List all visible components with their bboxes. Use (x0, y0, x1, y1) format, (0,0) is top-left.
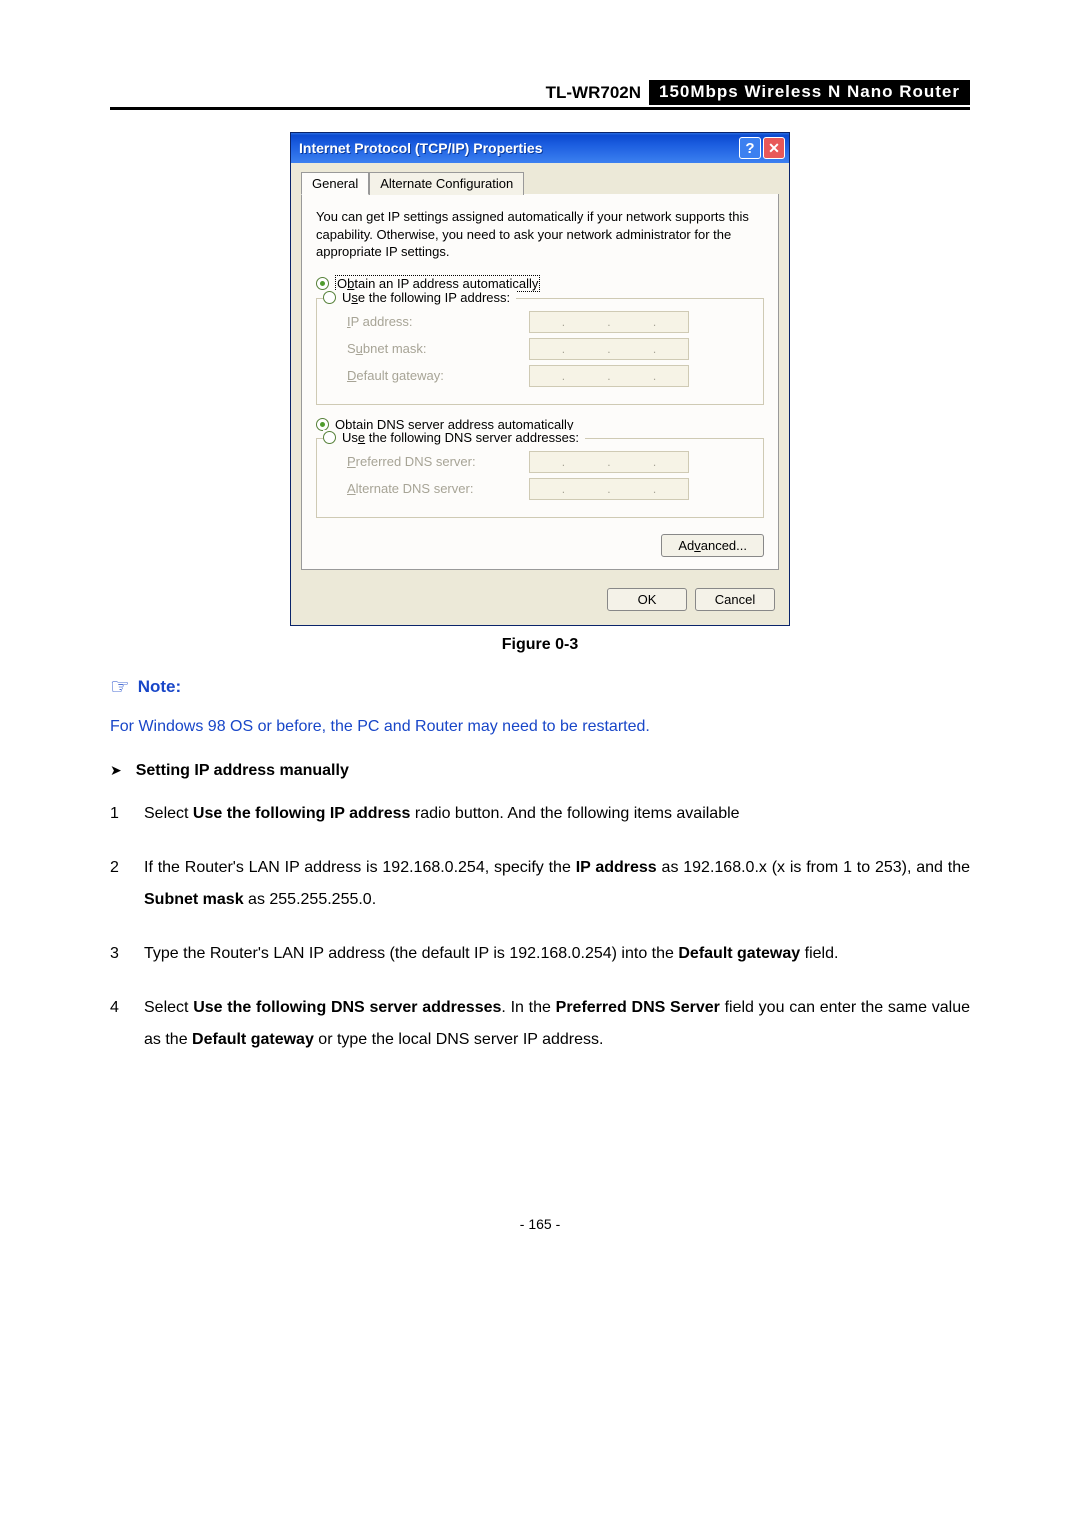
radio-use-following-ip-label: Use the following IP address: (342, 290, 510, 305)
note-label: Note: (138, 677, 181, 697)
input-ip-address[interactable]: ... (529, 311, 689, 333)
arrow-right-icon: ➤ (110, 762, 122, 779)
dialog-description: You can get IP settings assigned automat… (316, 208, 764, 261)
instruction-list: Select Use the following IP address radi… (110, 798, 970, 1056)
tab-content: You can get IP settings assigned automat… (301, 194, 779, 570)
radio-use-following-dns-label: Use the following DNS server addresses: (342, 430, 579, 445)
radio-obtain-ip-auto[interactable] (316, 277, 329, 290)
label-preferred-dns: Preferred DNS server: (329, 454, 529, 469)
tab-alternate[interactable]: Alternate Configuration (369, 172, 524, 195)
list-item: Select Use the following DNS server addr… (110, 992, 970, 1056)
document-header: TL-WR702N 150Mbps Wireless N Nano Router (110, 80, 970, 110)
input-subnet-mask[interactable]: ... (529, 338, 689, 360)
label-subnet-mask: Subnet mask: (329, 341, 529, 356)
cancel-button[interactable]: Cancel (695, 588, 775, 611)
note-heading: ☞ Note: (110, 674, 970, 700)
input-preferred-dns[interactable]: ... (529, 451, 689, 473)
input-default-gateway[interactable]: ... (529, 365, 689, 387)
ip-manual-group: Use the following IP address: IP address… (316, 298, 764, 405)
page-number: - 165 - (110, 1216, 970, 1232)
tab-general[interactable]: General (301, 172, 369, 195)
help-icon[interactable]: ? (739, 137, 761, 159)
header-description: 150Mbps Wireless N Nano Router (649, 80, 970, 105)
dns-manual-group: Use the following DNS server addresses: … (316, 438, 764, 518)
tab-strip: General Alternate Configuration (291, 163, 789, 194)
label-default-gateway: Default gateway: (329, 368, 529, 383)
ok-button[interactable]: OK (607, 588, 687, 611)
dialog-title: Internet Protocol (TCP/IP) Properties (299, 140, 737, 156)
dialog-titlebar[interactable]: Internet Protocol (TCP/IP) Properties ? … (291, 133, 789, 163)
radio-use-following-ip[interactable] (323, 291, 336, 304)
advanced-button[interactable]: Advanced... (661, 534, 764, 557)
subheading-row: ➤ Setting IP address manually (110, 762, 970, 780)
subheading-text: Setting IP address manually (136, 762, 349, 780)
pointing-hand-icon: ☞ (110, 674, 130, 700)
list-item: If the Router's LAN IP address is 192.16… (110, 852, 970, 916)
radio-use-following-dns[interactable] (323, 431, 336, 444)
note-text: For Windows 98 OS or before, the PC and … (110, 718, 970, 736)
header-model: TL-WR702N (546, 83, 649, 103)
list-item: Select Use the following IP address radi… (110, 798, 970, 830)
tcpip-properties-dialog: Internet Protocol (TCP/IP) Properties ? … (290, 132, 790, 626)
close-icon[interactable]: ✕ (763, 137, 785, 159)
label-ip-address: IP address: (329, 314, 529, 329)
list-item: Type the Router's LAN IP address (the de… (110, 938, 970, 970)
figure-caption: Figure 0-3 (110, 636, 970, 654)
label-alternate-dns: Alternate DNS server: (329, 481, 529, 496)
input-alternate-dns[interactable]: ... (529, 478, 689, 500)
